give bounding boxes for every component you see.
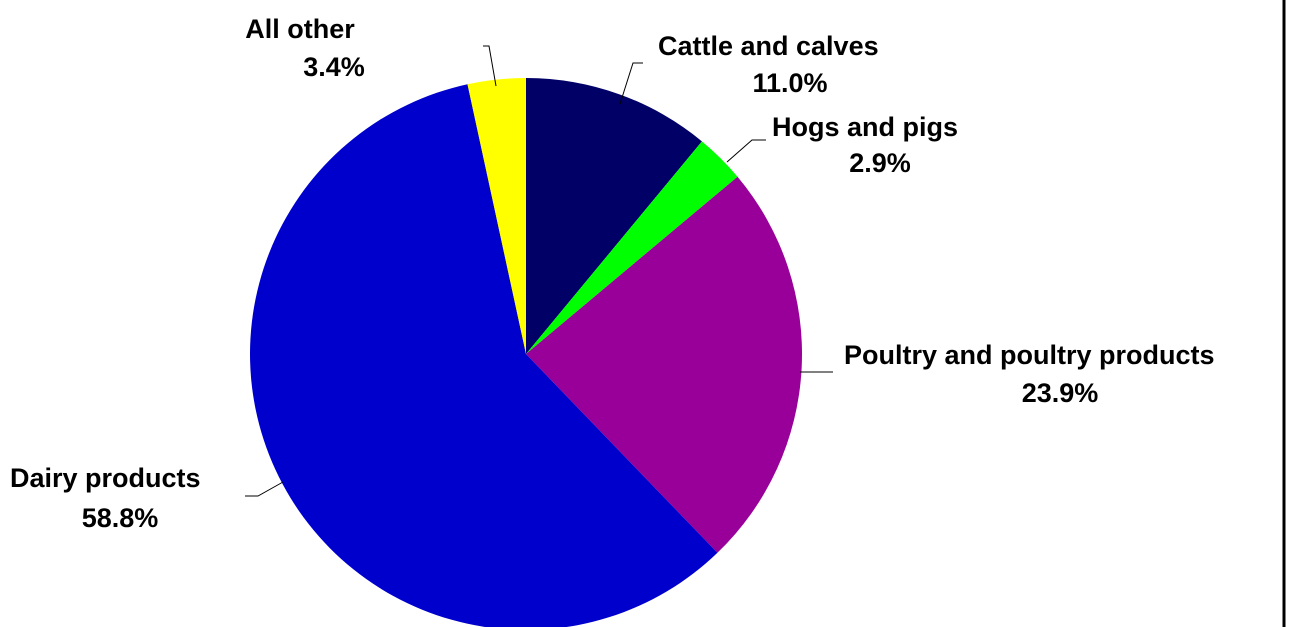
leader-line-cattle-and-calves	[619, 62, 643, 105]
pie-slices	[250, 78, 803, 627]
slice-label-dairy-products: Dairy products	[10, 463, 201, 493]
slice-labels: Cattle and calves 11.0% Hogs and pigs 2.9% P…	[10, 14, 1215, 533]
leader-line-all-other	[483, 45, 497, 87]
slice-value-cattle-and-calves: 11.0%	[752, 68, 827, 98]
leader-lines	[245, 45, 833, 497]
slice-label-poultry-and-poultry-products: Poultry and poultry products	[844, 340, 1215, 370]
pie-slice-hogs-and-pigs	[526, 141, 738, 354]
slice-label-hogs-and-pigs: Hogs and pigs	[772, 112, 958, 142]
pie-slice-dairy-products	[250, 84, 718, 627]
slice-label-all-other: All other	[245, 14, 355, 44]
leader-line-hogs-and-pigs	[726, 139, 766, 163]
slice-value-poultry-and-poultry-products: 23.9%	[1022, 378, 1099, 408]
slice-value-dairy-products: 58.8%	[82, 503, 159, 533]
leader-line-dairy-products	[245, 481, 284, 497]
pie-slice-cattle-and-calves	[526, 78, 702, 354]
pie-slice-poultry-and-poultry-products	[526, 176, 803, 553]
slice-value-hogs-and-pigs: 2.9%	[849, 148, 911, 178]
slice-value-all-other: 3.4%	[303, 52, 365, 82]
slice-label-cattle-and-calves: Cattle and calves	[658, 31, 879, 61]
pie-slice-all-other	[467, 78, 526, 354]
